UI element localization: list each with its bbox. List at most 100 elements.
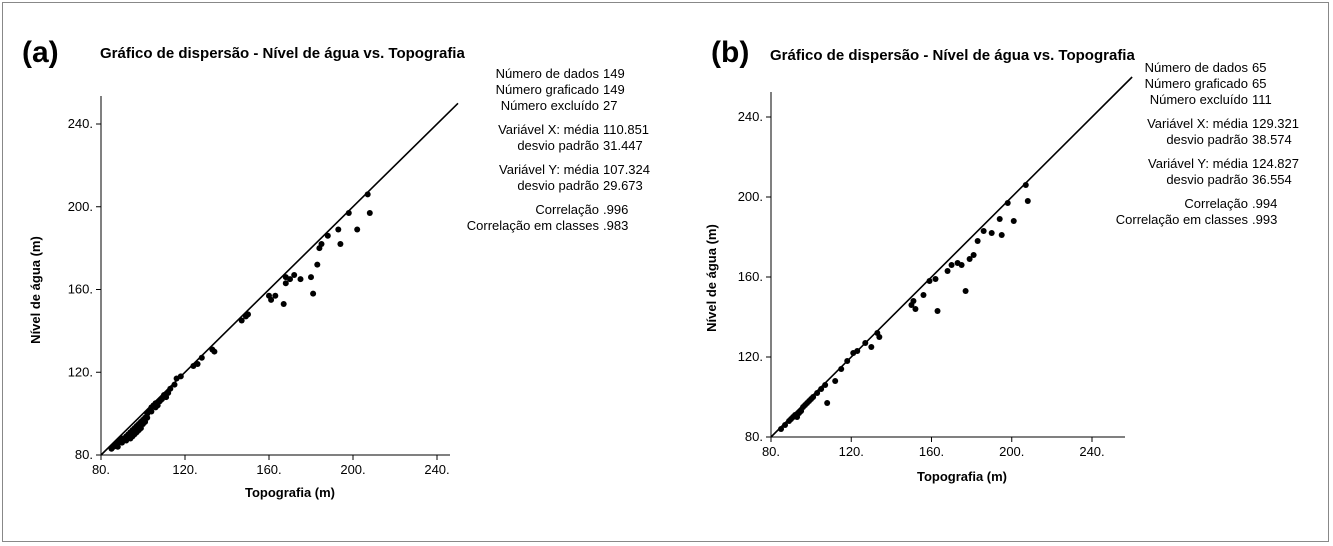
stat-value: .994 bbox=[1252, 196, 1278, 211]
data-point-a bbox=[318, 240, 325, 247]
stat-value: 65 bbox=[1252, 60, 1267, 75]
data-point-b bbox=[912, 306, 919, 312]
x-tick-label-b: 80. bbox=[762, 444, 780, 459]
stat-row: Correlação em classes .993 bbox=[1048, 212, 1299, 228]
data-point-a bbox=[280, 300, 287, 307]
stat-label: desvio padrão bbox=[1166, 132, 1248, 147]
data-point-a bbox=[238, 317, 245, 324]
data-point-b bbox=[932, 276, 939, 282]
data-point-b bbox=[996, 216, 1003, 222]
stat-label: Número de dados bbox=[495, 66, 599, 81]
stat-row: Variável Y: média 107.324 bbox=[399, 162, 650, 178]
y-tick-label-b: 240. bbox=[738, 109, 763, 124]
stat-label: Número graficado bbox=[495, 82, 599, 97]
y-tick-label-a: 200. bbox=[68, 199, 93, 214]
stat-gap bbox=[1048, 188, 1299, 196]
y-tick-label-b: 160. bbox=[738, 269, 763, 284]
reference-line-a bbox=[100, 102, 459, 456]
data-point-b bbox=[814, 390, 821, 396]
data-point-a bbox=[167, 385, 174, 392]
data-point-a bbox=[308, 274, 314, 281]
stat-value: 65 bbox=[1252, 76, 1267, 91]
stat-value: 29.673 bbox=[603, 178, 643, 193]
stat-label: desvio padrão bbox=[517, 138, 599, 153]
data-point-b bbox=[958, 262, 965, 268]
stat-row: desvio padrão 36.554 bbox=[1048, 172, 1299, 188]
data-point-b bbox=[822, 382, 829, 388]
stat-row: Variável Y: média 124.827 bbox=[1048, 156, 1299, 172]
stat-row: Variável X: média 110.851 bbox=[399, 122, 650, 138]
x-tick-label-b: 160. bbox=[919, 444, 944, 459]
data-point-b bbox=[782, 422, 789, 428]
data-point-a bbox=[144, 414, 151, 421]
stats-panel-b: Número de dados 65 Número graficado 65 Númer… bbox=[1048, 60, 1299, 228]
stat-value: 124.827 bbox=[1252, 156, 1299, 171]
stat-label: desvio padrão bbox=[517, 178, 599, 193]
x-axis-label-a: Topografia (m) bbox=[245, 485, 335, 500]
data-point-a bbox=[324, 232, 331, 239]
data-point-a bbox=[314, 261, 321, 268]
data-point-b bbox=[944, 268, 951, 274]
x-tick-label-a: 160. bbox=[256, 462, 281, 477]
stat-label: Correlação bbox=[535, 202, 599, 217]
data-point-a bbox=[268, 296, 275, 303]
data-point-a bbox=[364, 191, 371, 198]
stat-row: Número excluído 27 bbox=[399, 98, 650, 114]
data-point-b bbox=[970, 252, 977, 258]
stat-gap bbox=[1048, 148, 1299, 156]
stat-value: 31.447 bbox=[603, 138, 643, 153]
data-point-a bbox=[148, 408, 155, 415]
stat-label: Variável X: média bbox=[498, 122, 599, 137]
data-point-b bbox=[910, 298, 917, 304]
data-point-b bbox=[926, 278, 933, 284]
data-point-b bbox=[818, 386, 825, 392]
stat-value: 149 bbox=[603, 66, 625, 81]
y-tick-label-a: 160. bbox=[68, 282, 93, 297]
stat-row: Número graficado 65 bbox=[1048, 76, 1299, 92]
data-point-a bbox=[272, 292, 279, 299]
data-point-b bbox=[810, 394, 817, 400]
data-point-b bbox=[854, 348, 861, 354]
stat-row: Número de dados 149 bbox=[399, 66, 650, 82]
data-point-b bbox=[844, 358, 851, 364]
stat-label: Correlação em classes bbox=[1115, 212, 1248, 227]
stat-label: Variável Y: média bbox=[1148, 156, 1248, 171]
data-point-a bbox=[291, 272, 298, 279]
x-tick-label-a: 240. bbox=[424, 462, 449, 477]
stat-value: 38.574 bbox=[1252, 132, 1292, 147]
x-axis-label-b: Topografia (m) bbox=[917, 469, 1007, 484]
stat-value: 111 bbox=[1252, 92, 1272, 107]
data-point-b bbox=[920, 292, 927, 298]
stat-value: .993 bbox=[1252, 212, 1278, 227]
data-point-b bbox=[988, 230, 995, 236]
stat-label: Número graficado bbox=[1144, 76, 1248, 91]
data-point-a bbox=[287, 276, 293, 283]
stat-label: Correlação em classes bbox=[466, 218, 599, 233]
x-tick-label-b: 120. bbox=[839, 444, 864, 459]
data-point-a bbox=[171, 381, 178, 388]
x-tick-label-a: 120. bbox=[172, 462, 197, 477]
x-tick-label-a: 200. bbox=[340, 462, 365, 477]
data-point-b bbox=[1004, 200, 1011, 206]
data-point-b bbox=[832, 378, 839, 384]
y-tick-label-a: 240. bbox=[68, 116, 93, 131]
data-point-b bbox=[868, 344, 875, 350]
stat-label: Número excluído bbox=[500, 98, 599, 113]
data-point-a bbox=[114, 443, 121, 450]
data-point-a bbox=[366, 209, 373, 216]
stat-value: 129.321 bbox=[1252, 116, 1299, 131]
stat-row: desvio padrão 31.447 bbox=[399, 138, 650, 154]
stat-value: 110.851 bbox=[603, 122, 650, 137]
data-point-b bbox=[934, 308, 941, 314]
chart-title-b: Gráfico de dispersão - Nível de água vs.… bbox=[770, 47, 1135, 64]
panel-label-a: (a) bbox=[22, 36, 59, 69]
data-point-b bbox=[980, 228, 987, 234]
data-point-a bbox=[354, 226, 361, 233]
data-point-b bbox=[966, 256, 973, 262]
stat-value: 36.554 bbox=[1252, 172, 1292, 187]
y-tick-label-b: 200. bbox=[738, 189, 763, 204]
data-point-a bbox=[345, 209, 352, 216]
stat-row: Variável X: média 129.321 bbox=[1048, 116, 1299, 132]
